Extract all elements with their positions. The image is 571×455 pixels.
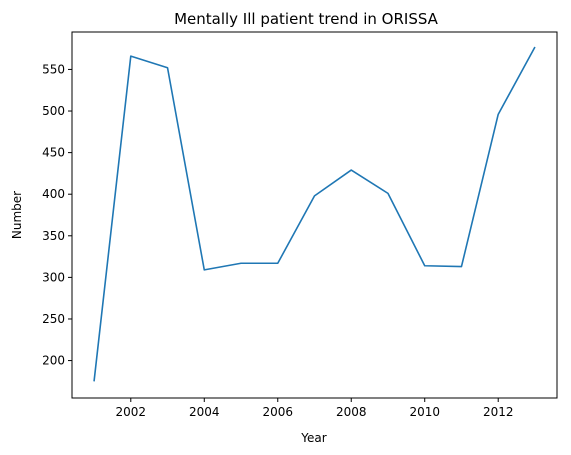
y-tick-label-300: 300 xyxy=(42,270,65,284)
y-tick-label-250: 250 xyxy=(42,312,65,326)
series-layer xyxy=(93,46,536,382)
x-tick-label-2006: 2006 xyxy=(262,405,293,419)
y-tick-label-400: 400 xyxy=(42,187,65,201)
ticks-layer: 2002 2004 2006 2008 2010 2012 200 250 300 350 400 4… xyxy=(42,62,513,419)
y-tick-label-500: 500 xyxy=(42,104,65,118)
y-tick-label-550: 550 xyxy=(42,62,65,76)
y-tick-label-350: 350 xyxy=(42,229,65,243)
y-axis-label: Number xyxy=(10,191,24,239)
chart-title: Mentally Ill patient trend in ORISSA xyxy=(174,10,439,28)
series-line-0 xyxy=(93,46,536,382)
y-tick-label-200: 200 xyxy=(42,354,65,368)
x-tick-label-2002: 2002 xyxy=(116,405,147,419)
y-tick-label-450: 450 xyxy=(42,146,65,160)
x-tick-label-2008: 2008 xyxy=(336,405,367,419)
x-axis-label: Year xyxy=(300,431,326,445)
x-tick-label-2012: 2012 xyxy=(483,405,514,419)
plot-frame xyxy=(71,31,558,399)
x-tick-label-2004: 2004 xyxy=(189,405,220,419)
x-tick-label-2010: 2010 xyxy=(409,405,440,419)
